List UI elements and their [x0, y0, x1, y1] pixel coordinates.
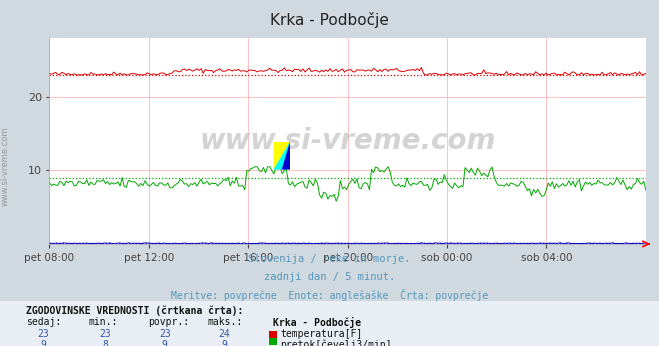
- Text: sedaj:: sedaj:: [26, 317, 61, 327]
- Text: 8: 8: [103, 340, 108, 346]
- Text: 23: 23: [37, 329, 49, 339]
- Text: 9: 9: [162, 340, 167, 346]
- Text: 23: 23: [159, 329, 171, 339]
- Polygon shape: [273, 142, 290, 170]
- Text: povpr.:: povpr.:: [148, 317, 189, 327]
- Text: Slovenija / reke in morje.: Slovenija / reke in morje.: [248, 254, 411, 264]
- Text: zadnji dan / 5 minut.: zadnji dan / 5 minut.: [264, 272, 395, 282]
- Text: maks.:: maks.:: [208, 317, 243, 327]
- Polygon shape: [273, 142, 290, 170]
- Text: temperatura[F]: temperatura[F]: [280, 329, 362, 339]
- Text: www.si-vreme.com: www.si-vreme.com: [200, 127, 496, 155]
- Polygon shape: [282, 142, 290, 170]
- Text: 9: 9: [221, 340, 227, 346]
- Text: Meritve: povprečne  Enote: anglešaške  Črta: povprečje: Meritve: povprečne Enote: anglešaške Črt…: [171, 289, 488, 301]
- Text: 23: 23: [100, 329, 111, 339]
- Text: Krka - Podbočje: Krka - Podbočje: [273, 317, 362, 328]
- Text: Krka - Podbočje: Krka - Podbočje: [270, 12, 389, 28]
- Text: 9: 9: [40, 340, 45, 346]
- Text: www.si-vreme.com: www.si-vreme.com: [1, 126, 10, 206]
- Text: pretok[čevelj3/min]: pretok[čevelj3/min]: [280, 340, 391, 346]
- Text: ZGODOVINSKE VREDNOSTI (črtkana črta):: ZGODOVINSKE VREDNOSTI (črtkana črta):: [26, 305, 244, 316]
- Text: min.:: min.:: [89, 317, 119, 327]
- Text: 24: 24: [218, 329, 230, 339]
